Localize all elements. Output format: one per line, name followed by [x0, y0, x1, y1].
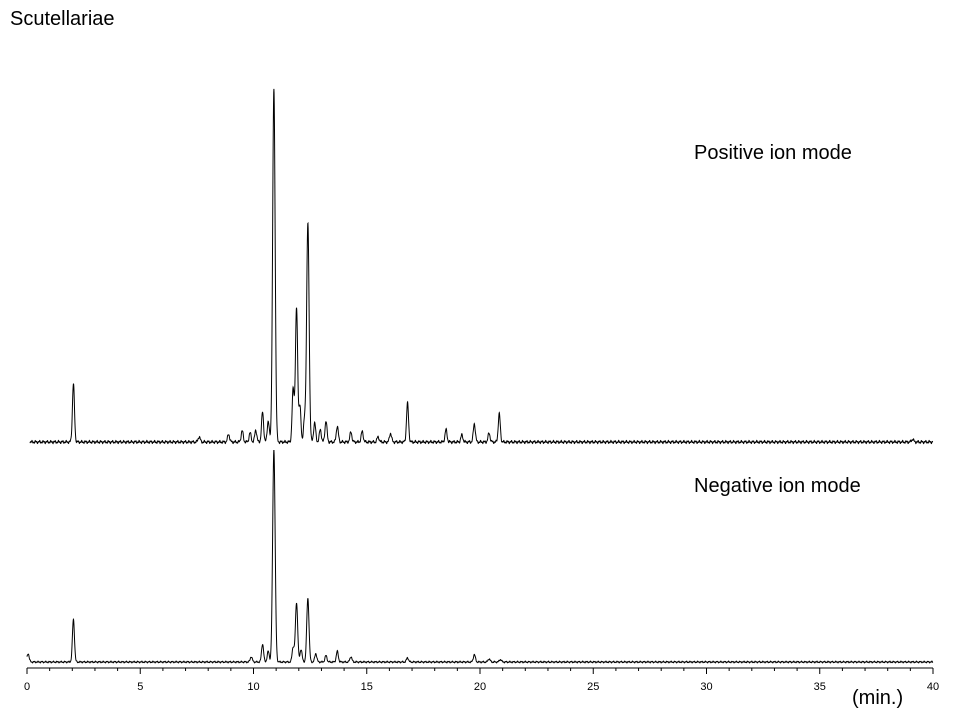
positive-ion-trace — [29, 88, 934, 445]
x-axis-unit-label: (min.) — [852, 687, 904, 709]
x-tick-label: 5 — [137, 681, 143, 693]
negative-peak-8 — [301, 649, 302, 650]
x-tick-label: 10 — [247, 681, 259, 693]
negative-ion-trace — [26, 449, 934, 664]
x-tick-label: 0 — [24, 681, 30, 693]
x-tick-label: 20 — [474, 681, 486, 693]
negative-ion-mode-label: Negative ion mode — [694, 475, 861, 497]
x-tick-label: 25 — [587, 681, 599, 693]
x-tick-label: 30 — [700, 681, 712, 693]
chart-title: Scutellariae — [10, 8, 115, 30]
positive-ion-mode-label: Positive ion mode — [694, 142, 852, 164]
x-tick-label: 15 — [361, 681, 373, 693]
x-tick-label: 40 — [927, 681, 939, 693]
x-tick-label: 35 — [814, 681, 826, 693]
